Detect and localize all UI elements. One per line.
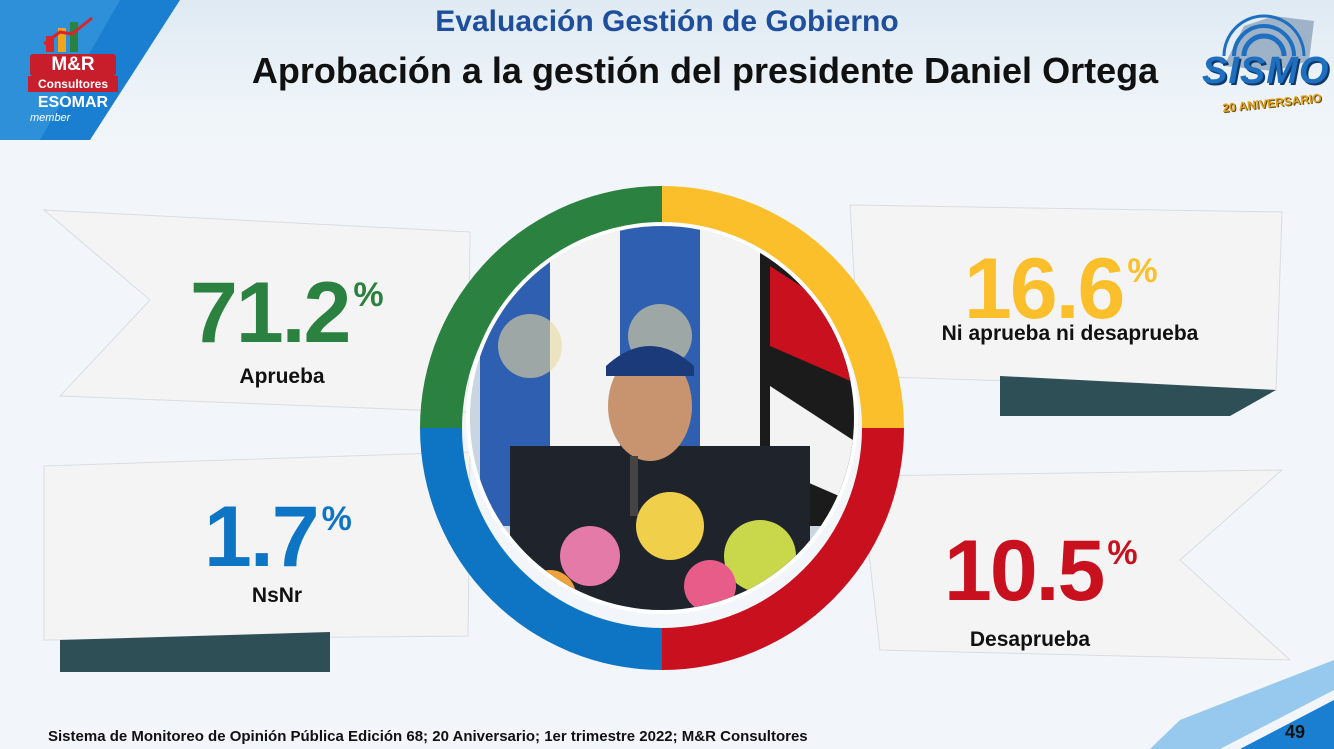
- percent-sign: %: [1107, 534, 1138, 572]
- donut-segments: [420, 186, 904, 670]
- value-nsnr-number: 1.7: [204, 489, 320, 585]
- label-nsnr: NsNr: [251, 584, 303, 607]
- president-photo: [466, 222, 858, 614]
- percent-sign: %: [1127, 252, 1158, 290]
- label-desaprueba: Desaprueba: [969, 628, 1091, 651]
- logo-brand: M&R: [30, 54, 116, 76]
- sismo-wordmark: SISMO: [1202, 50, 1330, 92]
- donut-segment-neutral: [662, 186, 904, 428]
- value-desaprueba-number: 10.5: [944, 523, 1105, 619]
- signal-icon: [1222, 14, 1314, 71]
- mr-consultores-logo: M&R Consultores ESOMAR member: [22, 14, 122, 124]
- page-number: 49: [1284, 722, 1306, 742]
- header-background: [0, 0, 1334, 150]
- footer-text: Sistema de Monitoreo de Opinión Pública …: [48, 728, 808, 745]
- value-nsnr: 1.7%: [204, 494, 352, 598]
- value-neutral-number: 16.6: [964, 241, 1125, 337]
- footer-stripe-2: [1240, 700, 1334, 749]
- page-subtitle: Evaluación Gestión de Gobierno: [435, 5, 899, 38]
- donut-segment-aprueba: [420, 186, 662, 428]
- value-aprueba: 71.2%: [190, 270, 384, 374]
- logo-esomar-member: member: [30, 112, 71, 124]
- ribbon-nsnr: [43, 451, 471, 641]
- approval-donut-chart: [420, 186, 904, 670]
- donut-segment-desaprueba: [662, 428, 904, 670]
- page-title: Aprobación a la gestión del presidente D…: [251, 50, 1159, 91]
- value-aprueba-number: 71.2: [190, 265, 351, 361]
- percent-sign: %: [321, 500, 352, 538]
- label-neutral: Ni aprueba ni desaprueba: [941, 322, 1199, 345]
- label-aprueba: Aprueba: [239, 365, 325, 388]
- value-neutral: 16.6%: [964, 246, 1158, 350]
- logo-esomar: ESOMAR: [37, 94, 109, 111]
- ribbon-neutral-fold: [1000, 376, 1276, 416]
- ribbon-desaprueba: [859, 469, 1292, 661]
- logo-sub: Consultores: [28, 76, 118, 92]
- ribbon-aprueba: [42, 209, 471, 413]
- footer-stripe: [1150, 660, 1334, 749]
- photo-illustration: [470, 226, 854, 610]
- ribbon-nsnr-fold: [60, 632, 330, 672]
- value-desaprueba: 10.5%: [944, 528, 1138, 632]
- sismo-logo: SISMO 20 ANIVERSARIO: [1196, 6, 1330, 126]
- percent-sign: %: [353, 276, 384, 314]
- donut-segment-nsnr: [420, 428, 662, 670]
- chart-icon: [43, 16, 93, 52]
